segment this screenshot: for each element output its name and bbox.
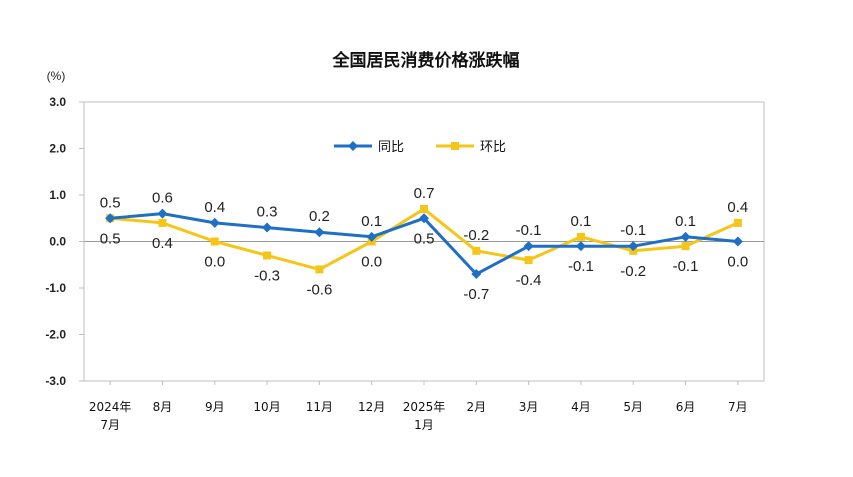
y-axis: 3.0 2.0 1.0 0.0 -1.0 -2.0 -3.0 xyxy=(45,95,764,388)
y-unit-label: (%) xyxy=(47,69,66,83)
data-label-yoy: -0.7 xyxy=(463,286,489,303)
data-point-yoy xyxy=(523,241,534,252)
y-tick-label: -1.0 xyxy=(45,281,66,295)
y-tick-label: 3.0 xyxy=(49,95,66,109)
data-label-mom: -0.4 xyxy=(516,272,542,289)
series-layer: 0.5 0.6 0.4 0.3 0.2 0.1 0.5 -0.7 -0.1 -0.1 -0.1 0.1… xyxy=(100,185,749,303)
y-tick-label: -3.0 xyxy=(45,374,66,388)
x-tick-label: 6月 xyxy=(676,400,696,414)
x-axis: 2024年 7月 8月 9月 10月 11月 12月 2025年 1月 2月 3月 4月 5月 6月 7月 xyxy=(89,381,748,432)
data-label-yoy: -0.1 xyxy=(568,258,594,275)
x-tick-label: 12月 xyxy=(358,400,385,414)
data-label-mom: -0.2 xyxy=(463,227,489,244)
data-label-mom: -0.2 xyxy=(620,263,646,280)
data-point-yoy xyxy=(105,213,116,224)
x-tick-label: 2025年 xyxy=(403,400,446,414)
x-tick-label: 9月 xyxy=(205,400,225,414)
y-tick-label: 1.0 xyxy=(49,188,66,202)
legend-label-yoy: 同比 xyxy=(378,140,404,155)
data-point-yoy xyxy=(366,231,377,242)
data-point-mom xyxy=(315,265,324,274)
y-tick-label: 0.0 xyxy=(49,235,66,249)
data-point-mom xyxy=(681,242,690,251)
data-point-yoy xyxy=(262,222,273,233)
data-label-mom: -0.3 xyxy=(254,267,280,284)
data-point-yoy xyxy=(209,217,220,228)
x-tick-label: 11月 xyxy=(306,400,333,414)
data-point-yoy xyxy=(575,241,586,252)
data-label-mom: 0.7 xyxy=(414,185,435,202)
data-point-mom xyxy=(263,251,272,260)
data-point-mom xyxy=(420,204,428,213)
data-label-yoy: 0.1 xyxy=(675,213,696,230)
x-tick-label: 8月 xyxy=(153,400,173,414)
x-tick-label: 4月 xyxy=(571,400,591,414)
data-point-yoy xyxy=(314,227,325,238)
data-label-yoy: 0.5 xyxy=(414,230,435,247)
data-label-yoy: -0.1 xyxy=(516,222,542,239)
data-point-mom xyxy=(576,232,585,241)
x-tick-label: 1月 xyxy=(414,418,434,432)
data-point-mom xyxy=(210,237,219,246)
data-point-yoy xyxy=(680,231,691,242)
legend-marker-yoy xyxy=(348,141,358,151)
legend-label-mom: 环比 xyxy=(480,140,506,155)
y-tick-label: -2.0 xyxy=(45,328,66,342)
data-label-mom: 0.1 xyxy=(570,213,591,230)
x-tick-label: 2024年 xyxy=(89,400,132,414)
data-point-mom xyxy=(472,246,481,255)
data-point-yoy xyxy=(157,208,168,219)
data-label-yoy: 0.2 xyxy=(309,208,330,225)
data-label-mom: 0.0 xyxy=(361,254,382,271)
data-label-mom: 0.0 xyxy=(204,254,225,271)
data-label-mom: 0.5 xyxy=(100,230,121,247)
data-point-mom xyxy=(158,218,167,227)
data-label-yoy: 0.0 xyxy=(727,254,748,271)
data-label-mom: -0.1 xyxy=(673,258,699,275)
x-tick-label: 3月 xyxy=(519,400,539,414)
x-tick-label: 10月 xyxy=(253,400,280,414)
data-label-mom: -0.6 xyxy=(306,281,332,298)
data-point-yoy xyxy=(471,269,482,280)
data-label-yoy: 0.3 xyxy=(257,204,278,221)
data-point-yoy xyxy=(419,213,429,224)
data-label-mom: 0.4 xyxy=(152,235,173,252)
legend-marker-mom xyxy=(451,142,459,150)
x-tick-label: 7月 xyxy=(100,418,120,432)
chart-title: 全国居民消费价格涨跌幅 xyxy=(332,50,520,71)
data-point-yoy xyxy=(732,236,743,247)
data-label-yoy: -0.1 xyxy=(620,222,646,239)
data-point-mom xyxy=(733,218,742,227)
data-label-yoy: 0.5 xyxy=(100,194,121,211)
legend: 同比 环比 xyxy=(334,140,506,155)
data-label-yoy: 0.1 xyxy=(361,213,382,230)
x-tick-label: 7月 xyxy=(728,400,748,414)
data-point-yoy xyxy=(628,241,639,252)
data-point-mom xyxy=(524,256,533,265)
x-tick-label: 5月 xyxy=(623,400,643,414)
y-tick-label: 2.0 xyxy=(49,142,66,156)
data-label-mom: 0.4 xyxy=(727,199,748,216)
data-label-yoy: 0.6 xyxy=(152,190,173,207)
x-tick-label: 2月 xyxy=(466,400,486,414)
data-label-yoy: 0.4 xyxy=(204,199,225,216)
